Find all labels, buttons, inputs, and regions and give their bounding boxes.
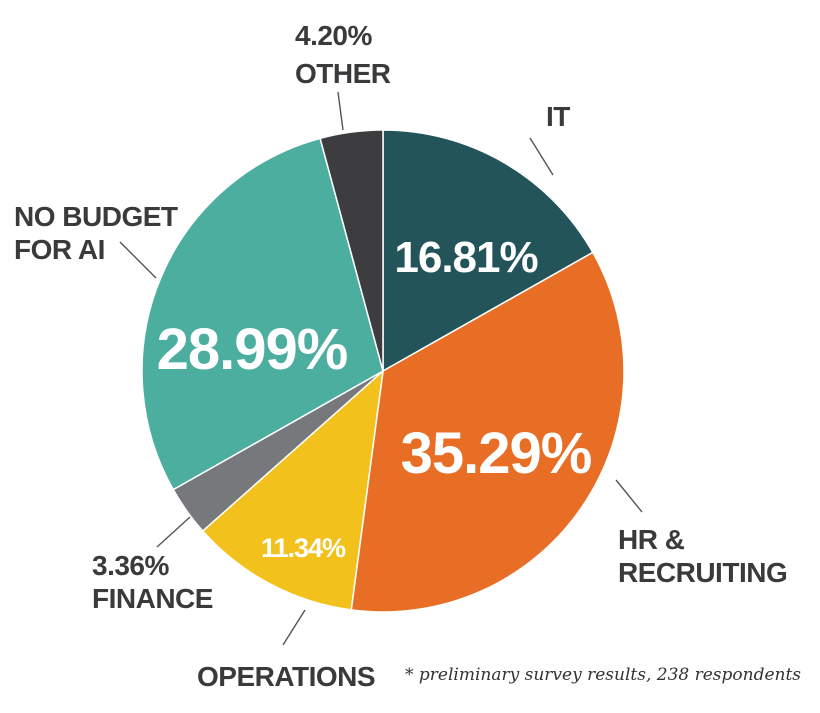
label-it-line-1: IT xyxy=(546,101,570,132)
label-hr-recruiting: HR & RECRUITING xyxy=(618,524,787,588)
label-other-pct: 4.20% xyxy=(295,20,372,51)
label-other-line-1: OTHER xyxy=(295,58,391,89)
label-no-budget: NO BUDGET FOR AI xyxy=(14,201,185,265)
leader-line-hr xyxy=(615,479,643,513)
pie-slice-no-budget xyxy=(141,137,384,491)
leader-line-no-budget xyxy=(119,241,157,279)
footnote: * preliminary survey results, 238 respon… xyxy=(405,665,801,685)
label-finance-line-1: FINANCE xyxy=(92,583,213,614)
label-no-budget-line-2: FOR AI xyxy=(14,234,105,265)
label-other: 4.20% OTHER xyxy=(295,20,391,89)
pie-slice-other xyxy=(319,129,384,372)
pct-label-hr: 35.29% xyxy=(401,421,592,486)
percentage-labels: 16.81% 35.29% 11.34% 28.99% xyxy=(157,233,593,563)
leader-line-it xyxy=(529,137,554,176)
pie-slice-hr xyxy=(350,251,625,613)
leader-lines xyxy=(119,91,643,646)
label-finance-pct: 3.36% xyxy=(92,550,169,581)
label-no-budget-line-1: NO BUDGET xyxy=(14,201,178,232)
pie-slices xyxy=(141,129,625,613)
label-hr-line-2: RECRUITING xyxy=(618,557,787,588)
leader-line-finance xyxy=(156,516,191,548)
leader-line-other xyxy=(337,91,344,131)
leader-line-operations xyxy=(282,609,306,646)
pie-slice-it xyxy=(382,129,594,373)
label-operations: OPERATIONS xyxy=(197,661,375,692)
pct-label-no-budget: 28.99% xyxy=(157,317,348,382)
label-finance: 3.36% FINANCE xyxy=(92,550,213,614)
pct-label-operations: 11.34% xyxy=(261,533,346,563)
pct-label-it: 16.81% xyxy=(394,233,537,282)
label-it: IT xyxy=(546,101,570,132)
label-hr-line-1: HR & xyxy=(618,524,685,555)
label-operations-line-1: OPERATIONS xyxy=(197,661,375,692)
pie-slice-operations xyxy=(201,369,385,611)
